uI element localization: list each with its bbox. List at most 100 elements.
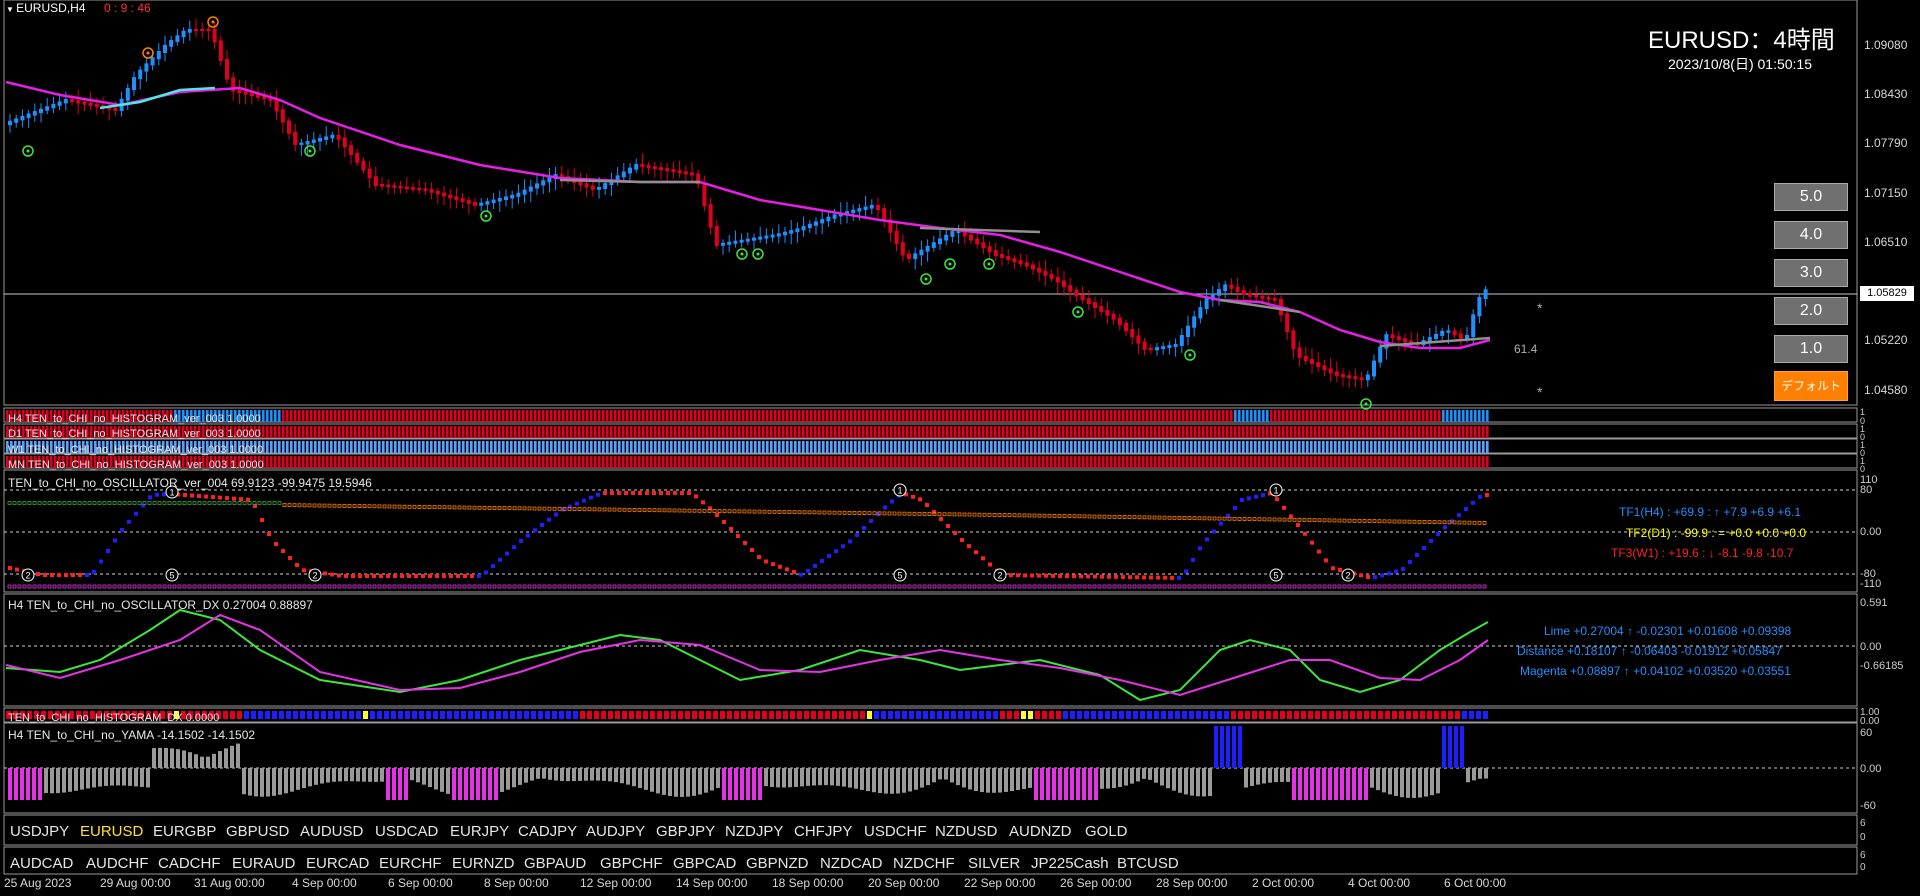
histogram-bar — [622, 441, 625, 453]
histogram-bar — [1014, 410, 1017, 422]
histogram-bar — [142, 456, 145, 468]
symbol-button-eurnzd[interactable]: EURNZD — [452, 855, 515, 872]
level-button-5[interactable]: 5.0 — [1774, 183, 1848, 211]
symbol-button-silver[interactable]: SILVER — [968, 855, 1021, 872]
histogram-bar — [98, 410, 101, 422]
level-button-4[interactable]: 4.0 — [1774, 221, 1848, 249]
histogram-dx-bar — [517, 711, 522, 719]
symbol-button-gbpnzd[interactable]: GBPNZD — [746, 855, 809, 872]
histogram-bar — [50, 426, 53, 438]
dx-distance-readout: Distance +0.18107 ↑ -0.06403 -0.01912 +0… — [1517, 644, 1782, 658]
symbol-button-usdjpy[interactable]: USDJPY — [10, 823, 70, 840]
oscillator-base-dot — [1317, 584, 1322, 589]
oscillator-base-dot — [1467, 584, 1472, 589]
histogram-bar — [742, 456, 745, 468]
symbol-button-jp225cash[interactable]: JP225Cash — [1031, 855, 1109, 872]
histogram-bar — [346, 410, 349, 422]
histogram-bar — [1138, 456, 1141, 468]
histogram-bar — [1286, 441, 1289, 453]
histogram-bar — [598, 426, 601, 438]
histogram-bar — [238, 441, 241, 453]
symbol-button-audchf[interactable]: AUDCHF — [86, 855, 149, 872]
symbol-button-eurjpy[interactable]: EURJPY — [450, 823, 510, 840]
candle-body — [132, 77, 136, 90]
symbol-button-euraud[interactable]: EURAUD — [232, 855, 296, 872]
symbol-button-usdcad[interactable]: USDCAD — [375, 823, 439, 840]
oscillator-dot — [540, 523, 544, 527]
histogram-dx-bar — [951, 711, 956, 719]
histogram-bar — [1470, 456, 1473, 468]
default-button[interactable]: デフォルト — [1774, 371, 1848, 401]
histogram-bar — [262, 410, 265, 422]
histogram-bar — [530, 410, 533, 422]
oscillator-slow-dot — [1457, 520, 1462, 525]
symbol-button-cadchf[interactable]: CADCHF — [158, 855, 221, 872]
histogram-bar — [1086, 426, 1089, 438]
histogram-bar — [1198, 441, 1201, 453]
histogram-bar — [934, 441, 937, 453]
yama-bar — [1274, 768, 1278, 783]
dropdown-triangle-icon[interactable]: ▼ — [6, 5, 17, 14]
histogram-bar — [1418, 426, 1421, 438]
symbol-button-gold[interactable]: GOLD — [1085, 823, 1128, 840]
symbol-button-audusd[interactable]: AUDUSD — [300, 823, 364, 840]
symbol-button-nzdjpy[interactable]: NZDJPY — [725, 823, 784, 840]
symbol-button-cadjpy[interactable]: CADJPY — [518, 823, 578, 840]
symbol-button-nzdusd[interactable]: NZDUSD — [935, 823, 998, 840]
symbol-button-gbpusd[interactable]: GBPUSD — [226, 823, 290, 840]
symbol-button-gbpjpy[interactable]: GBPJPY — [656, 823, 716, 840]
histogram-bar — [1246, 426, 1249, 438]
histogram-dx-bar — [657, 711, 662, 719]
oscillator-slow-dot — [412, 504, 417, 509]
histogram-bar — [306, 410, 309, 422]
symbol-button-nzdchf[interactable]: NZDCHF — [893, 855, 955, 872]
histogram-bar — [1362, 456, 1365, 468]
symbol-button-gbpaud[interactable]: GBPAUD — [524, 855, 587, 872]
level-button-2[interactable]: 2.0 — [1774, 297, 1848, 325]
candle-body — [1012, 258, 1017, 263]
histogram-bar — [1486, 426, 1489, 438]
symbol-button-eurusd[interactable]: EURUSD — [80, 823, 144, 840]
symbol-button-gbpcad[interactable]: GBPCAD — [673, 855, 737, 872]
symbol-button-eurgbp[interactable]: EURGBP — [153, 823, 217, 840]
histogram-bar — [118, 426, 121, 438]
oscillator-slow-dot — [157, 501, 162, 505]
histogram-bar — [174, 410, 177, 422]
histogram-bar — [698, 456, 701, 468]
symbol-button-gbpchf[interactable]: GBPCHF — [600, 855, 663, 872]
symbol-button-usdchf[interactable]: USDCHF — [864, 823, 927, 840]
level-button-1[interactable]: 1.0 — [1774, 335, 1848, 363]
histogram-bar — [826, 456, 829, 468]
candle-body — [1458, 333, 1463, 339]
symbol-button-audnzd[interactable]: AUDNZD — [1009, 823, 1072, 840]
oscillator-base-dot — [492, 584, 497, 589]
symbol-button-audjpy[interactable]: AUDJPY — [586, 823, 646, 840]
oscillator-dot — [792, 570, 796, 574]
symbol-button-chfjpy[interactable]: CHFJPY — [794, 823, 853, 840]
oscillator-base-dot — [1162, 584, 1167, 589]
histogram-bar — [590, 456, 593, 468]
candle-body — [373, 176, 378, 186]
histogram-bar — [318, 410, 321, 422]
symbol-button-audcad[interactable]: AUDCAD — [10, 855, 74, 872]
candle-body — [392, 185, 397, 188]
histogram-bar — [1294, 410, 1297, 422]
oscillator-dot — [701, 500, 705, 505]
oscillator-base-dot — [577, 584, 582, 589]
histogram-bar — [426, 456, 429, 468]
yama-bar — [644, 768, 648, 790]
oscillator-slow-dot — [1087, 514, 1092, 519]
histogram-bar — [1330, 456, 1333, 468]
symbol-button-btcusd[interactable]: BTCUSD — [1117, 855, 1179, 872]
histogram-bar — [1286, 456, 1289, 468]
histogram-bar — [1058, 441, 1061, 453]
symbol-button-nzdcad[interactable]: NZDCAD — [820, 855, 883, 872]
candle-body — [411, 187, 415, 190]
histogram-bar — [1326, 410, 1329, 422]
histogram-bar — [1262, 410, 1265, 422]
level-button-3[interactable]: 3.0 — [1774, 259, 1848, 287]
histogram-bar — [758, 441, 761, 453]
symbol-button-eurchf[interactable]: EURCHF — [379, 855, 442, 872]
symbol-button-eurcad[interactable]: EURCAD — [306, 855, 370, 872]
